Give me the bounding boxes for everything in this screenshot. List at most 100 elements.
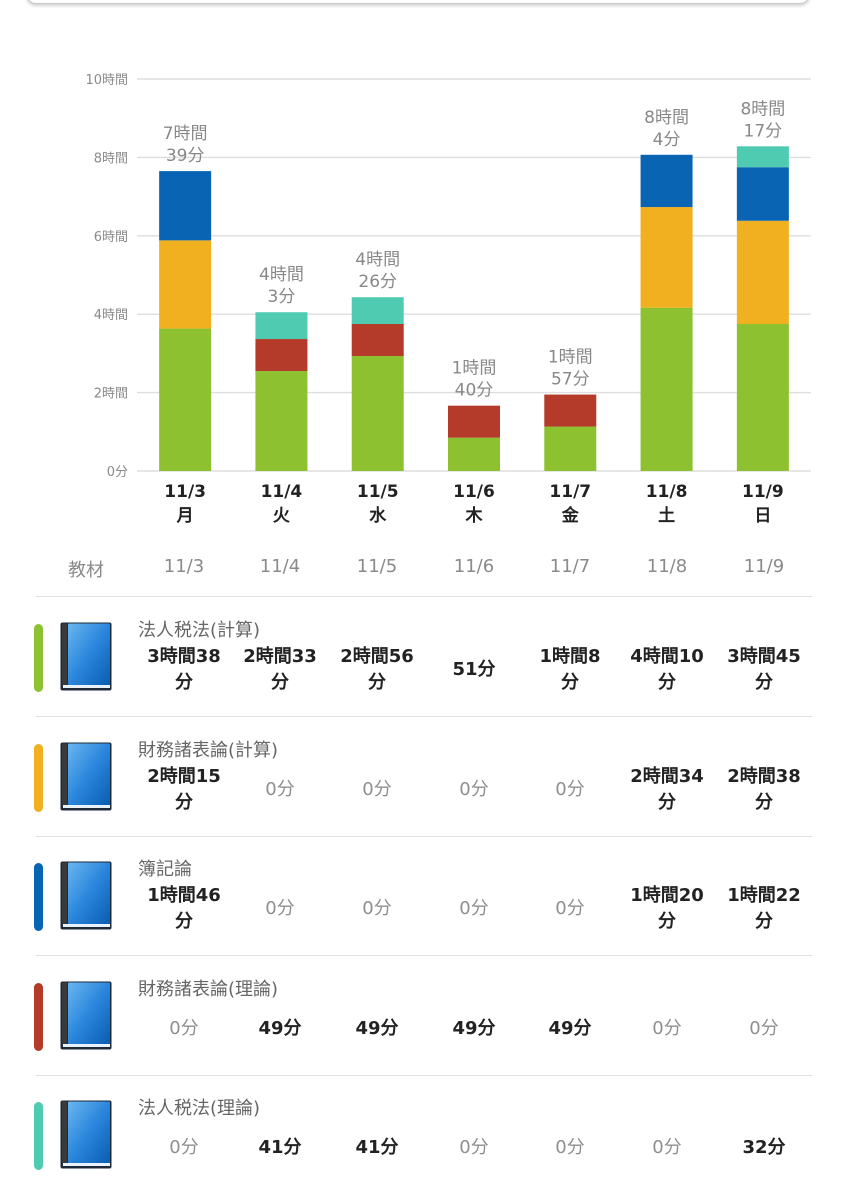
- bar-segment[interactable]: [255, 312, 308, 340]
- x-tick-weekday: 水: [369, 505, 387, 526]
- total-label-hours: 8時間: [644, 108, 689, 128]
- time-cell: 0分: [716, 1016, 812, 1042]
- time-value-unit: 分: [658, 911, 676, 932]
- bar-segment[interactable]: [255, 371, 308, 471]
- bar-segment[interactable]: [640, 154, 693, 208]
- total-label-minutes: 17分: [744, 121, 783, 141]
- y-tick-label: 6時間: [94, 230, 128, 245]
- time-cell: 0分: [522, 896, 618, 922]
- bar-segment[interactable]: [544, 426, 597, 471]
- total-label-hours: 4時間: [259, 265, 304, 285]
- time-value: 0分: [362, 778, 392, 800]
- time-cell: 0分: [619, 1135, 715, 1161]
- table-header: 教材 11/3 11/4 11/5 11/6 11/7 11/8 11/9: [36, 548, 812, 597]
- y-tick-label: 0分: [107, 465, 128, 480]
- x-axis: 11/3 月 11/4 火 11/5 水 11/6 木 11/7 金 11/8 土 11/9 日: [164, 482, 783, 526]
- color-indicator: [34, 624, 43, 692]
- material-name: 簿記論: [138, 859, 192, 880]
- x-tick-weekday: 月: [176, 506, 194, 526]
- bar-segment[interactable]: [448, 437, 500, 471]
- bar-segment[interactable]: [351, 324, 404, 357]
- bar-segment[interactable]: [159, 240, 212, 329]
- time-value: 0分: [555, 898, 585, 919]
- time-value: 51分: [452, 659, 496, 680]
- x-tick-weekday: 火: [273, 506, 291, 526]
- bar-segment[interactable]: [736, 324, 789, 471]
- header-material-label: 教材: [68, 560, 104, 581]
- time-value-unit: 分: [271, 672, 289, 693]
- time-cell: 1時間8 分: [522, 644, 618, 696]
- total-label-minutes: 3分: [268, 287, 296, 307]
- y-axis: 0分 2時間 4時間 6時間 8時間 10時間: [85, 73, 128, 480]
- material-name: 財務諸表論(計算): [138, 739, 279, 761]
- time-value-unit: 分: [658, 672, 676, 693]
- bar-segment[interactable]: [255, 339, 308, 372]
- time-value: 0分: [265, 898, 295, 919]
- time-cell: 1時間22 分: [716, 883, 812, 935]
- time-value: 3時間38: [147, 646, 221, 667]
- time-value: 0分: [459, 1137, 489, 1158]
- time-value-unit: 分: [755, 791, 773, 813]
- x-tick-date: 11/7: [549, 482, 591, 502]
- bar-segment[interactable]: [640, 307, 693, 471]
- bar-segment[interactable]: [736, 146, 789, 168]
- time-cell: 0分: [232, 896, 328, 922]
- time-cell: 0分: [426, 777, 522, 803]
- time-value-unit: 分: [175, 791, 193, 813]
- bar-segment[interactable]: [544, 394, 597, 427]
- material-name: 法人税法(計算): [138, 620, 261, 641]
- time-cell: 0分: [522, 1135, 618, 1161]
- bar-segment[interactable]: [351, 356, 404, 471]
- x-tick-weekday: 金: [561, 505, 580, 526]
- time-cell: 1時間46 分: [136, 883, 232, 935]
- book-icon: [60, 742, 112, 812]
- x-tick-date: 11/6: [453, 482, 495, 502]
- time-value: 0分: [362, 898, 392, 919]
- time-value: 49分: [452, 1017, 496, 1039]
- time-value: 2時間33: [243, 646, 317, 667]
- time-cell: 2時間56 分: [329, 644, 425, 696]
- time-cell: 0分: [329, 896, 425, 922]
- time-value: 0分: [652, 1137, 682, 1158]
- time-value: 0分: [652, 1017, 682, 1039]
- time-value: 0分: [555, 1137, 585, 1158]
- time-value: 0分: [459, 898, 489, 919]
- bar-segment[interactable]: [159, 328, 212, 471]
- material-row[interactable]: 財務諸表論(理論) 0分 49分 49分 49分 49分 0分 0分: [34, 957, 812, 1076]
- total-label-minutes: 57分: [551, 370, 590, 390]
- material-row[interactable]: 簿記論 1時間46 分 0分 0分 0分 0分 1時間20 分 1時間22 分: [34, 837, 812, 956]
- header-date: 11/4: [259, 556, 301, 577]
- material-row[interactable]: 法人税法(理論) 0分 41分 41分 0分 0分 0分 32分: [34, 1076, 812, 1194]
- time-value: 1時間22: [727, 885, 801, 906]
- bar-segment[interactable]: [640, 207, 693, 308]
- time-cell: 41分: [329, 1135, 425, 1161]
- y-tick-label: 2時間: [94, 387, 128, 402]
- time-cell: 0分: [136, 1135, 232, 1161]
- x-tick-date: 11/8: [646, 482, 688, 502]
- time-cell: 0分: [522, 777, 618, 803]
- material-row[interactable]: 財務諸表論(計算) 2時間15 分 0分 0分 0分 0分 2時間34 分 2時間38 分: [34, 718, 812, 837]
- time-value-unit: 分: [755, 911, 773, 932]
- time-cell: 2時間38 分: [716, 764, 812, 816]
- time-cell: 49分: [522, 1016, 618, 1042]
- time-value: 41分: [258, 1137, 302, 1158]
- time-value: 49分: [258, 1017, 302, 1039]
- time-value: 1時間20: [630, 885, 704, 906]
- total-label-minutes: 39分: [166, 146, 205, 166]
- bar-segment[interactable]: [159, 171, 212, 241]
- time-cell: 0分: [329, 777, 425, 803]
- color-indicator: [34, 982, 43, 1051]
- time-value: 1時間46: [147, 885, 221, 906]
- total-label-minutes: 26分: [358, 272, 397, 292]
- time-value: 1時間8: [539, 646, 601, 667]
- material-row[interactable]: 法人税法(計算) 3時間38 分 2時間33 分 2時間56 分 51分 1時間8 分 4時間10 分…: [34, 598, 812, 717]
- time-value: 49分: [355, 1017, 399, 1039]
- color-indicator: [34, 863, 43, 931]
- time-cell: 2時間33 分: [232, 644, 328, 696]
- bar-segment[interactable]: [448, 405, 500, 438]
- bar-segment[interactable]: [736, 167, 789, 221]
- bar-segment[interactable]: [736, 220, 789, 324]
- time-value: 2時間38: [727, 765, 801, 787]
- bar-segment[interactable]: [351, 297, 404, 324]
- x-tick-date: 11/9: [742, 482, 784, 502]
